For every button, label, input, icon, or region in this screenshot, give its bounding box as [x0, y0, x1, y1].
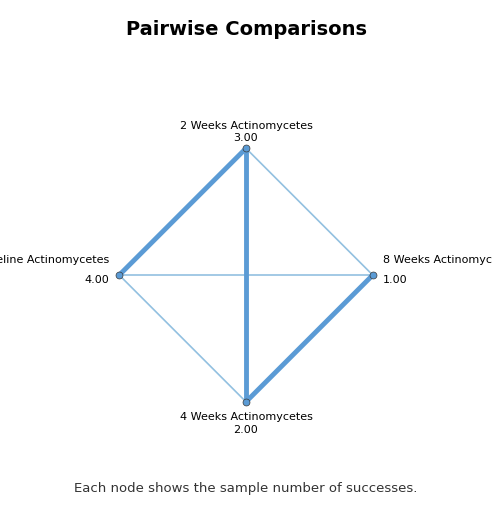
Text: Each node shows the sample number of successes.: Each node shows the sample number of suc… — [74, 483, 418, 495]
Text: 8 Weeks Actinomycetes: 8 Weeks Actinomycetes — [383, 255, 492, 265]
Text: 4 Weeks Actinomycetes: 4 Weeks Actinomycetes — [180, 412, 312, 422]
Text: 1.00: 1.00 — [383, 275, 407, 285]
Text: 2 Weeks Actinomycetes: 2 Weeks Actinomycetes — [180, 121, 312, 131]
Text: 4.00: 4.00 — [84, 275, 109, 285]
Title: Pairwise Comparisons: Pairwise Comparisons — [125, 20, 367, 40]
Text: 2.00: 2.00 — [234, 425, 258, 435]
Text: Baseline Actinomycetes: Baseline Actinomycetes — [0, 255, 109, 265]
Text: 3.00: 3.00 — [234, 133, 258, 143]
